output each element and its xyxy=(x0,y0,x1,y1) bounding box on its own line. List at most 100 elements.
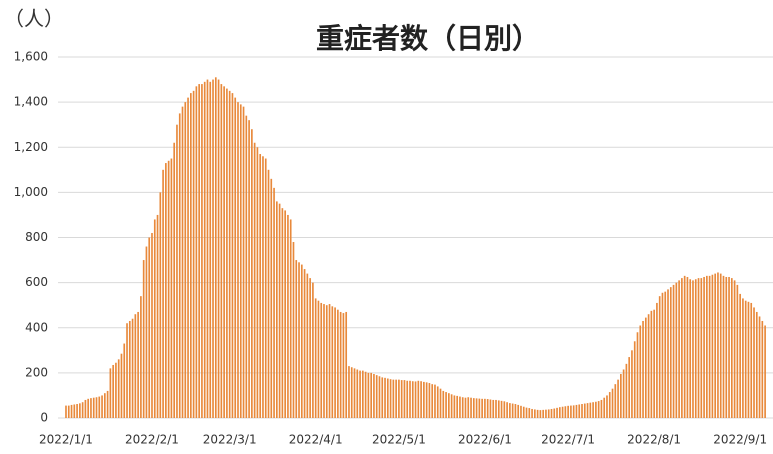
bar xyxy=(517,404,520,418)
bar xyxy=(162,169,164,418)
bar xyxy=(578,404,581,418)
bar xyxy=(234,97,237,419)
bar xyxy=(420,381,422,418)
bar xyxy=(736,284,739,418)
bar xyxy=(115,362,117,418)
bar xyxy=(320,302,323,418)
bar xyxy=(92,397,95,418)
bar xyxy=(464,397,467,418)
bar xyxy=(414,381,417,418)
bar xyxy=(217,79,220,418)
bar xyxy=(428,383,431,418)
bar xyxy=(117,359,120,418)
bar xyxy=(564,406,567,418)
bar xyxy=(475,398,478,418)
x-tick-label: 2022/3/1 xyxy=(203,433,257,447)
bar xyxy=(295,260,298,418)
bar xyxy=(226,88,228,419)
bar xyxy=(101,395,103,418)
bar xyxy=(542,409,545,418)
bar xyxy=(123,343,126,418)
bar xyxy=(706,275,708,418)
bar xyxy=(650,310,653,418)
bar xyxy=(264,158,267,418)
bar xyxy=(345,311,348,418)
bar xyxy=(461,397,464,418)
bar xyxy=(192,90,195,418)
bar xyxy=(506,402,508,418)
bar xyxy=(362,370,364,418)
bar xyxy=(206,79,209,418)
bar xyxy=(511,403,514,418)
bar xyxy=(611,388,614,418)
bar xyxy=(165,163,167,418)
bar xyxy=(622,369,625,418)
bar xyxy=(722,275,725,418)
bar xyxy=(453,395,456,418)
bar xyxy=(348,366,350,418)
bar xyxy=(417,380,420,418)
bar xyxy=(359,370,361,418)
bar xyxy=(203,81,206,418)
bar xyxy=(306,273,309,418)
bar xyxy=(675,282,678,418)
bar xyxy=(109,368,112,418)
bar xyxy=(195,86,198,419)
bar xyxy=(284,210,286,418)
bar xyxy=(189,93,192,418)
bar xyxy=(309,278,311,418)
bar xyxy=(65,405,67,418)
bar xyxy=(550,408,553,418)
bar xyxy=(156,214,159,418)
x-tick-label: 2022/4/1 xyxy=(289,433,343,447)
bar xyxy=(656,302,658,418)
bar xyxy=(644,317,647,418)
bar xyxy=(633,341,636,418)
bar xyxy=(248,120,250,419)
x-tick-label: 2022/2/1 xyxy=(125,433,179,447)
bar xyxy=(489,399,492,418)
bar xyxy=(411,381,414,418)
bar xyxy=(608,392,611,418)
bar xyxy=(636,332,639,418)
bar xyxy=(589,402,592,418)
bar xyxy=(173,142,176,419)
bar xyxy=(159,192,162,418)
bar xyxy=(522,406,525,418)
bar xyxy=(350,367,353,418)
bar xyxy=(176,124,178,418)
bar xyxy=(683,275,686,418)
bar xyxy=(758,316,761,418)
bar xyxy=(539,410,542,418)
bar xyxy=(245,115,248,418)
bar xyxy=(514,404,517,418)
bar xyxy=(534,409,536,418)
bar xyxy=(459,396,461,418)
bar xyxy=(267,169,270,418)
bar xyxy=(95,397,98,418)
bar xyxy=(314,298,317,418)
bar xyxy=(436,386,439,418)
bar xyxy=(184,102,187,418)
chart-title: 重症者数（日別） xyxy=(316,22,540,55)
bar xyxy=(664,291,667,418)
bar xyxy=(145,246,148,418)
bar xyxy=(403,380,406,418)
bar xyxy=(681,278,683,418)
bar xyxy=(558,407,561,418)
bar xyxy=(500,400,503,418)
bar xyxy=(547,409,550,418)
bar xyxy=(661,292,664,418)
bar xyxy=(425,382,428,418)
y-tick-label: 400 xyxy=(25,320,48,334)
bar xyxy=(312,282,314,418)
bar xyxy=(595,401,597,418)
bar xyxy=(389,379,392,418)
bar xyxy=(561,406,564,418)
bar xyxy=(289,219,292,418)
bar xyxy=(120,353,123,418)
bar xyxy=(353,368,356,418)
bar xyxy=(128,320,131,418)
bar xyxy=(484,398,486,418)
